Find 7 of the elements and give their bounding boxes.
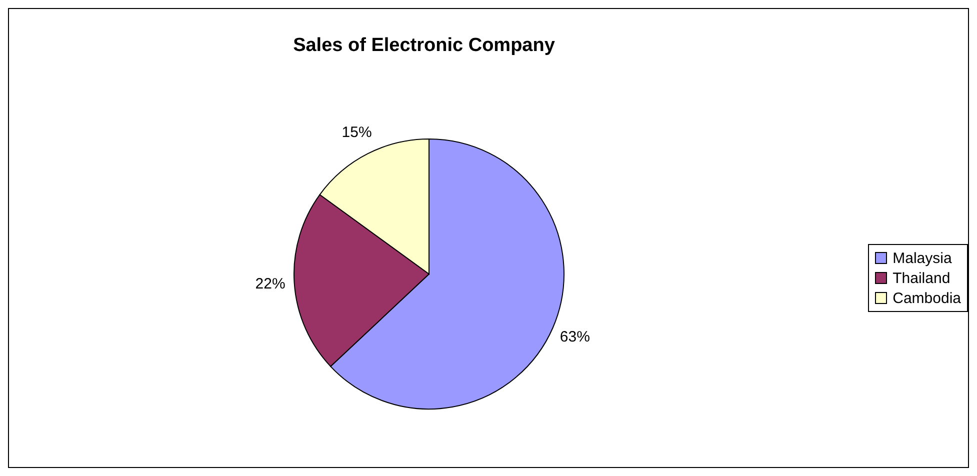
legend-label: Thailand [892,270,950,286]
data-label: 22% [255,275,286,292]
legend-label: Cambodia [892,290,961,306]
legend-label: Malaysia [892,250,952,266]
data-label: 63% [560,328,590,346]
data-label: 15% [342,124,372,141]
chart-title: Sales of Electronic Company [292,35,556,57]
